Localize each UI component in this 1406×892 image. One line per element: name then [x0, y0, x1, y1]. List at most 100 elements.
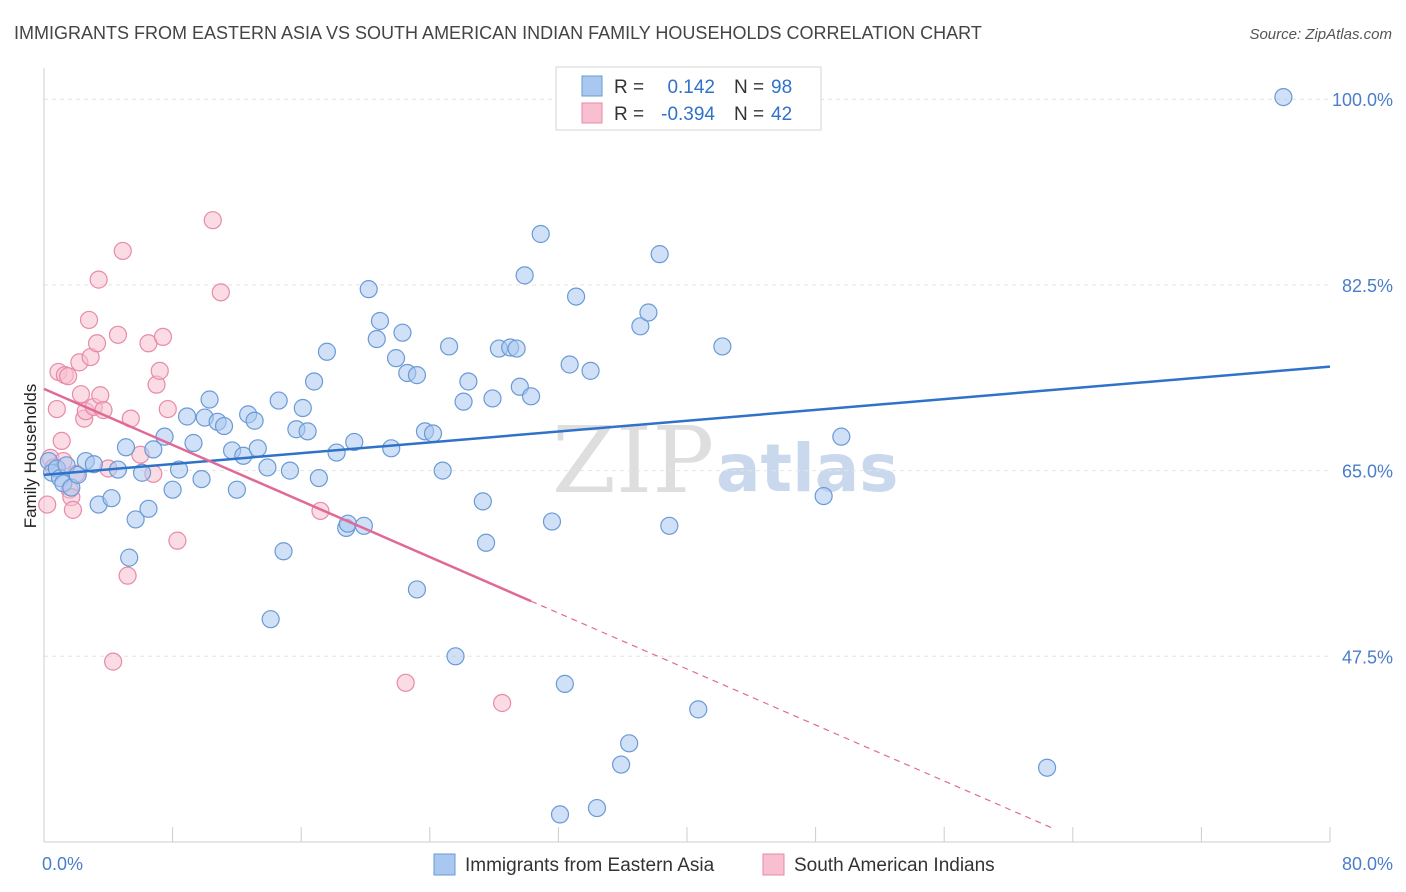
data-point-immigrants-eastern-asia: [144, 440, 163, 459]
legend-swatch-blue: [581, 75, 603, 97]
data-point-south-american-indians: [108, 325, 128, 344]
y-tick-label: 47.5%: [1342, 647, 1393, 667]
legend-n-label-blue: N =: [734, 77, 764, 98]
data-point-immigrants-eastern-asia: [280, 461, 300, 480]
data-point-immigrants-eastern-asia: [581, 361, 600, 380]
data-point-immigrants-eastern-asia: [407, 366, 427, 385]
data-point-south-american-indians: [118, 566, 137, 585]
data-point-immigrants-eastern-asia: [832, 427, 851, 446]
data-point-immigrants-eastern-asia: [132, 463, 152, 482]
data-point-immigrants-eastern-asia: [560, 355, 579, 374]
data-point-immigrants-eastern-asia: [382, 439, 401, 458]
data-point-immigrants-eastern-asia: [116, 438, 136, 457]
data-point-immigrants-eastern-asia: [293, 398, 312, 418]
data-point-south-american-indians: [52, 431, 71, 450]
data-point-south-american-indians: [71, 385, 91, 404]
data-point-immigrants-eastern-asia: [393, 323, 412, 342]
data-point-immigrants-eastern-asia: [1037, 758, 1057, 777]
data-point-south-american-indians: [158, 399, 177, 419]
data-point-immigrants-eastern-asia: [515, 266, 534, 285]
data-point-immigrants-eastern-asia: [587, 798, 607, 818]
data-point-immigrants-eastern-asia: [386, 349, 406, 368]
data-point-immigrants-eastern-asia: [120, 548, 139, 567]
legend-n-value-pink: 42: [771, 104, 792, 125]
data-point-immigrants-eastern-asia: [660, 516, 679, 535]
data-point-immigrants-eastern-asia: [423, 424, 443, 443]
data-point-immigrants-eastern-asia: [531, 224, 550, 244]
watermark-zip: ZIP: [552, 407, 714, 514]
data-point-south-american-indians: [211, 283, 230, 302]
legend-n-value-blue: 98: [771, 77, 792, 98]
data-point-immigrants-eastern-asia: [521, 387, 541, 406]
data-point-south-american-indians: [47, 399, 66, 419]
data-point-immigrants-eastern-asia: [184, 433, 203, 453]
data-point-immigrants-eastern-asia: [84, 455, 103, 474]
data-point-immigrants-eastern-asia: [317, 342, 337, 361]
data-point-immigrants-eastern-asia: [555, 674, 574, 693]
data-point-immigrants-eastern-asia: [370, 311, 390, 331]
data-point-south-american-indians: [150, 361, 169, 380]
data-point-immigrants-eastern-asia: [102, 489, 121, 508]
data-point-south-american-indians: [38, 495, 57, 514]
data-point-immigrants-eastern-asia: [650, 245, 669, 264]
data-point-immigrants-eastern-asia: [713, 337, 732, 356]
trend-line-south-american-indians-extension: [530, 600, 1056, 830]
chart-source: Source: ZipAtlas.com: [1249, 26, 1392, 43]
data-point-immigrants-eastern-asia: [163, 480, 182, 499]
data-point-south-american-indians: [87, 334, 107, 353]
data-point-immigrants-eastern-asia: [177, 407, 197, 426]
data-point-south-american-indians: [203, 211, 222, 230]
data-point-immigrants-eastern-asia: [298, 422, 317, 441]
data-point-immigrants-eastern-asia: [433, 461, 452, 480]
data-point-immigrants-eastern-asia: [269, 391, 288, 410]
data-point-immigrants-eastern-asia: [407, 580, 427, 599]
trend-lines: [43, 365, 1331, 830]
data-point-south-american-indians: [89, 270, 108, 289]
data-point-immigrants-eastern-asia: [327, 443, 346, 462]
x-tick-labels: 0.0% 80.0%: [42, 854, 1393, 874]
series-legend-label-blue: Immigrants from Eastern Asia: [465, 855, 715, 876]
trend-line-south-american-indians: [43, 387, 532, 603]
data-point-immigrants-eastern-asia: [227, 480, 246, 499]
data-point-immigrants-eastern-asia: [258, 458, 277, 477]
data-point-immigrants-eastern-asia: [261, 610, 280, 629]
legend-r-label-pink: R =: [614, 104, 644, 125]
data-point-immigrants-eastern-asia: [566, 287, 586, 306]
chart-title: IMMIGRANTS FROM EASTERN ASIA VS SOUTH AM…: [14, 23, 982, 43]
data-point-immigrants-eastern-asia: [200, 390, 219, 409]
gridlines: [44, 98, 1330, 657]
legend-r-value-pink: -0.394: [661, 104, 715, 125]
stats-legend: R = 0.142 N = 98 R = -0.394 N = 42: [555, 66, 822, 131]
data-point-immigrants-eastern-asia: [1274, 87, 1293, 107]
watermark: ZIP atlas: [552, 407, 899, 514]
data-point-immigrants-eastern-asia: [439, 337, 459, 356]
series-south-american-indians: [38, 211, 512, 713]
series-immigrants-eastern-asia: [39, 87, 1293, 824]
data-point-immigrants-eastern-asia: [359, 280, 378, 299]
data-point-south-american-indians: [153, 327, 173, 347]
data-point-immigrants-eastern-asia: [446, 647, 465, 666]
watermark-atlas: atlas: [716, 430, 899, 507]
data-point-immigrants-eastern-asia: [814, 486, 833, 506]
data-point-immigrants-eastern-asia: [245, 411, 264, 430]
data-point-immigrants-eastern-asia: [454, 392, 473, 411]
legend-r-label-blue: R =: [614, 77, 644, 98]
data-point-immigrants-eastern-asia: [248, 439, 267, 458]
data-point-immigrants-eastern-asia: [689, 700, 708, 719]
data-point-south-american-indians: [396, 673, 415, 692]
legend-swatch-pink: [581, 102, 603, 124]
data-point-south-american-indians: [113, 241, 132, 261]
series-legend-swatch-pink: [762, 853, 785, 876]
y-axis-label: Family Households: [21, 384, 40, 529]
y-tick-label: 100.0%: [1332, 90, 1393, 110]
data-point-immigrants-eastern-asia: [611, 755, 631, 774]
data-point-immigrants-eastern-asia: [304, 372, 324, 391]
data-point-immigrants-eastern-asia: [367, 329, 386, 349]
data-point-immigrants-eastern-asia: [214, 416, 234, 436]
data-point-south-american-indians: [104, 652, 123, 671]
data-point-immigrants-eastern-asia: [274, 542, 293, 561]
data-point-immigrants-eastern-asia: [126, 510, 145, 529]
data-point-south-american-indians: [493, 693, 512, 713]
y-tick-label: 65.0%: [1342, 462, 1393, 482]
